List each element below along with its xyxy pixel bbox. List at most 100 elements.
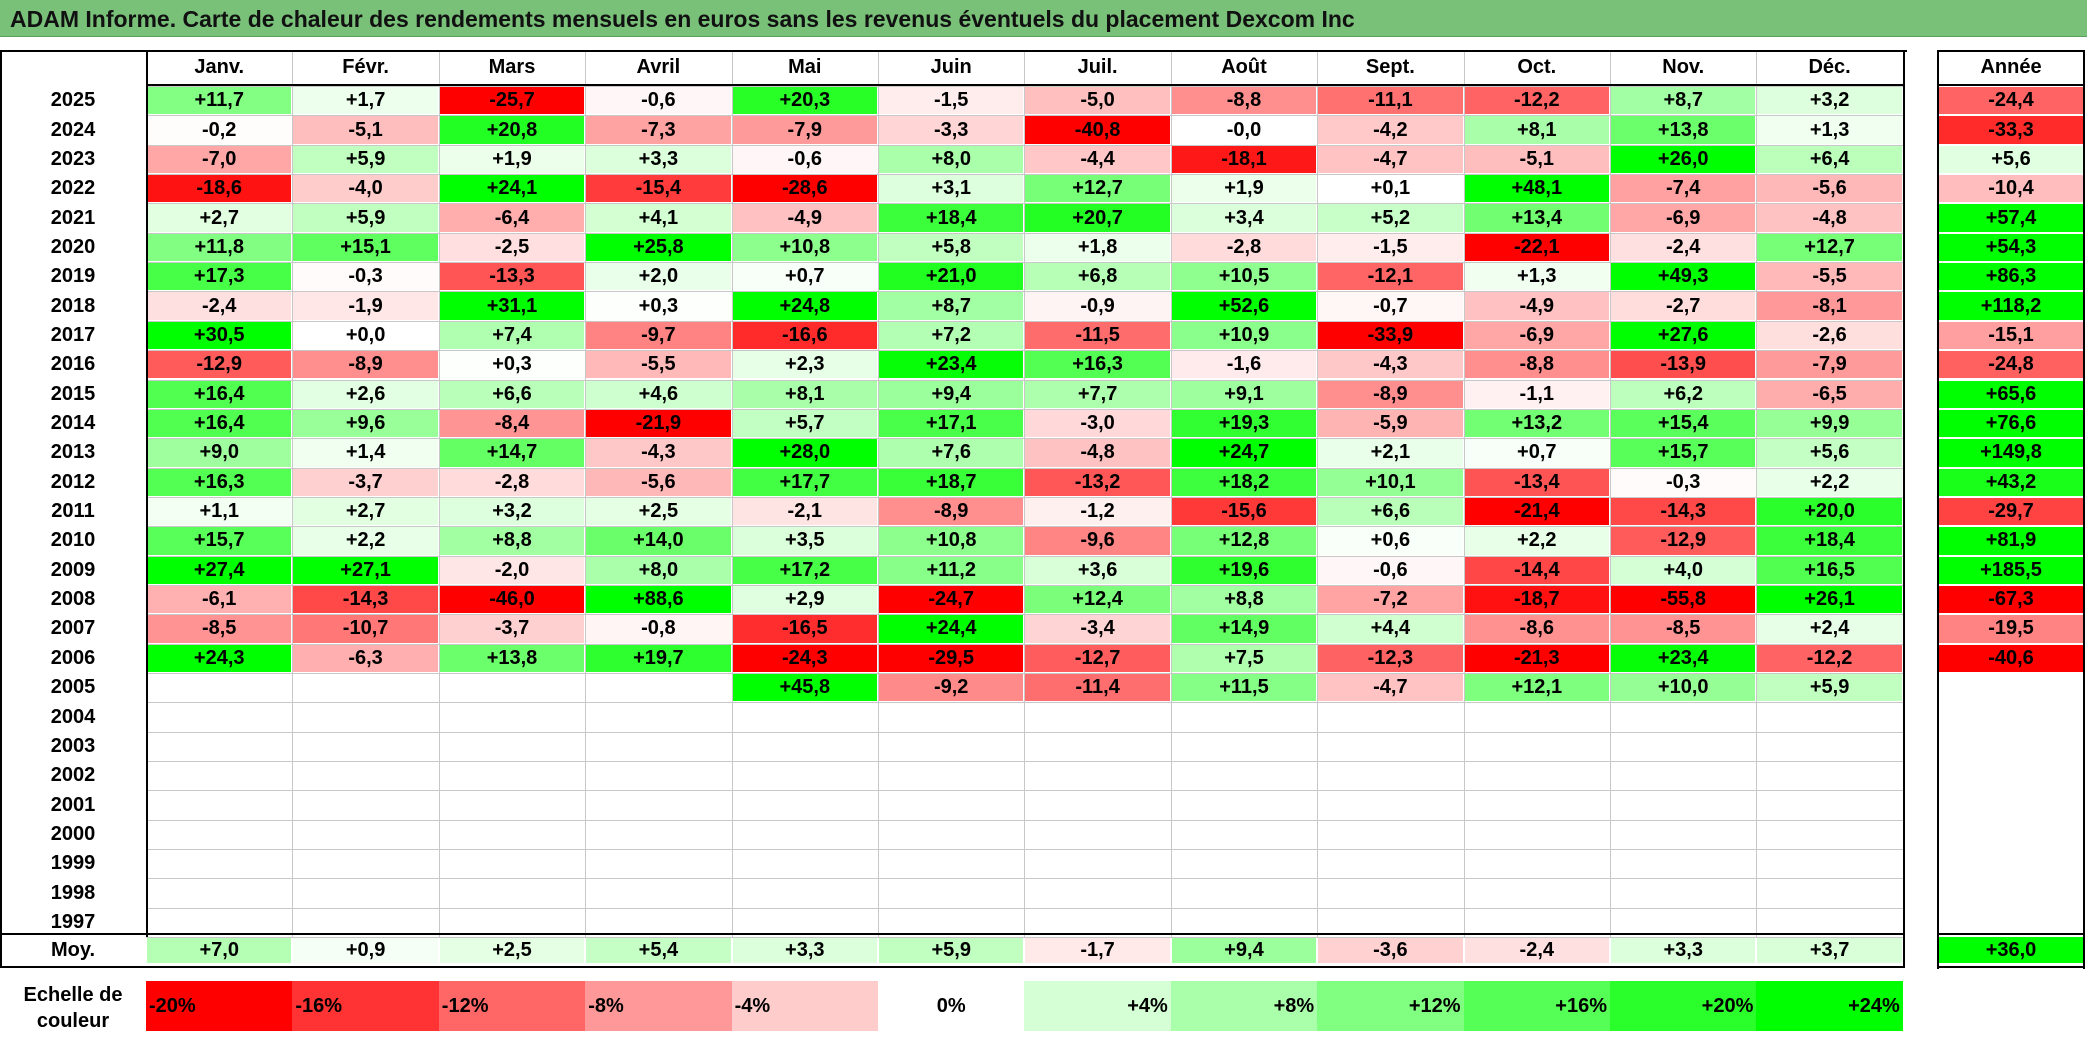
heatmap-cell: -1,6 [1171, 351, 1317, 379]
annual-cell: +5,6 [1939, 145, 2083, 174]
heatmap-cell: -7,9 [732, 116, 877, 144]
annual-cell: +81,9 [1939, 527, 2083, 555]
heatmap-cell: +15,7 [147, 527, 292, 555]
heatmap-cell: -4,7 [1318, 145, 1463, 174]
heatmap-cell: +19,6 [1171, 556, 1317, 584]
heatmap-cell [1025, 791, 1169, 818]
heatmap-cell: +24,3 [147, 644, 292, 672]
heatmap-cell: -24,7 [879, 585, 1024, 614]
heatmap-cell: -0,6 [1318, 556, 1463, 584]
heatmap-cell: +88,6 [586, 585, 731, 614]
scale-label-line1: Echelle de [23, 984, 123, 1006]
heatmap-cell: +3,1 [879, 175, 1024, 203]
heatmap-cell: +10,9 [1171, 321, 1317, 350]
average-cell: +9,4 [1171, 937, 1317, 963]
heatmap-cell: -3,7 [293, 468, 438, 496]
month-header: Janv. [194, 56, 245, 78]
heatmap-cell: -8,9 [1318, 380, 1463, 408]
heatmap-cell: -12,9 [1611, 527, 1756, 555]
year-label: 2018 [50, 294, 96, 317]
year-label: 2002 [50, 764, 96, 787]
heatmap-cell: -4,4 [1025, 145, 1170, 174]
heatmap-cell [586, 762, 730, 789]
heatmap-cell: +18,4 [1757, 527, 1902, 555]
annual-cell [1939, 791, 2083, 818]
heatmap-cell: -8,5 [147, 615, 292, 643]
heatmap-cell [733, 821, 877, 848]
heatmap-cell: +8,0 [586, 556, 731, 584]
heatmap-cell: +20,8 [439, 116, 585, 144]
heatmap-cell: -5,1 [1464, 145, 1609, 174]
heatmap-cell: +4,4 [1318, 615, 1463, 643]
heatmap-cell: +28,0 [732, 439, 877, 467]
year-label: 2016 [50, 353, 96, 376]
scale-swatch: 0% [878, 981, 1025, 1031]
year-label: 2024 [50, 118, 96, 141]
heatmap-cell: +14,0 [586, 527, 731, 555]
heatmap-cell: +8,1 [1464, 116, 1609, 144]
year-label: 1997 [50, 910, 96, 933]
scale-swatch: +20% [1610, 981, 1757, 1031]
heatmap-cell: +23,4 [1611, 644, 1756, 672]
heatmap-cell: -7,3 [586, 116, 731, 144]
heatmap-cell: +49,3 [1611, 263, 1756, 291]
annual-cell [1939, 703, 2083, 730]
heatmap-cell [1611, 879, 1755, 906]
grid-line [1170, 51, 1172, 938]
heatmap-cell: -24,3 [732, 644, 877, 672]
heatmap-cell [1757, 879, 1901, 906]
heatmap-cell: +12,8 [1171, 527, 1317, 555]
annual-cell: -29,7 [1939, 497, 2083, 526]
month-header: Mars [488, 56, 536, 78]
heatmap-cell: -1,5 [1318, 233, 1463, 262]
heatmap-cell: -11,4 [1025, 674, 1170, 702]
heatmap-cell [1465, 733, 1609, 760]
heatmap-cell: -5,0 [1025, 87, 1170, 115]
heatmap-cell: +15,7 [1611, 439, 1756, 467]
year-label: 2023 [50, 147, 96, 170]
heatmap-cell: -0,9 [1025, 292, 1170, 320]
heatmap-cell: +17,7 [732, 468, 877, 496]
average-cell: +3,7 [1757, 937, 1902, 963]
heatmap-cell: -8,9 [879, 497, 1024, 526]
heatmap-cell: +8,1 [732, 380, 877, 408]
heatmap-cell [1465, 879, 1609, 906]
heatmap-cell: -11,1 [1318, 87, 1463, 115]
heatmap-cell [440, 850, 584, 877]
heatmap-cell: +1,1 [147, 497, 292, 526]
heatmap-cell: -7,9 [1757, 351, 1902, 379]
heatmap-cell: -2,6 [1757, 321, 1902, 350]
heatmap-cell: +11,7 [147, 87, 292, 115]
heatmap-cell: +8,8 [1171, 585, 1317, 614]
average-cell: -2,4 [1464, 937, 1609, 963]
heatmap-cell: -4,0 [293, 175, 438, 203]
heatmap-cell [733, 733, 877, 760]
heatmap-cell [440, 821, 584, 848]
heatmap-cell: -28,6 [732, 175, 877, 203]
heatmap-cell: +8,0 [879, 145, 1024, 174]
heatmap-cell: -13,2 [1025, 468, 1170, 496]
heatmap-cell [1172, 850, 1316, 877]
heatmap-cell: -12,2 [1757, 644, 1902, 672]
heatmap-cell: -2,5 [439, 233, 585, 262]
heatmap-cell [1025, 879, 1169, 906]
heatmap-cell [440, 733, 584, 760]
heatmap-cell [1611, 850, 1755, 877]
heatmap-cell: -6,4 [439, 204, 585, 232]
year-label: 2011 [51, 500, 95, 523]
heatmap-cell: -9,7 [586, 321, 731, 350]
heatmap-cell: -12,9 [147, 351, 292, 379]
year-label: 2017 [50, 323, 96, 346]
heatmap-cell: -12,1 [1318, 263, 1463, 291]
heatmap-cell: +15,1 [293, 233, 438, 262]
heatmap-cell: +23,4 [879, 351, 1024, 379]
border-line [1937, 50, 1939, 969]
scale-swatch: -8% [585, 981, 732, 1031]
month-header: Déc. [1808, 56, 1851, 78]
annual-cell: -67,3 [1939, 585, 2083, 614]
heatmap-cell: -5,5 [586, 351, 731, 379]
heatmap-cell [1611, 733, 1755, 760]
heatmap-cell [586, 791, 730, 818]
heatmap-cell: -16,5 [732, 615, 877, 643]
heatmap-cell: -1,9 [293, 292, 438, 320]
